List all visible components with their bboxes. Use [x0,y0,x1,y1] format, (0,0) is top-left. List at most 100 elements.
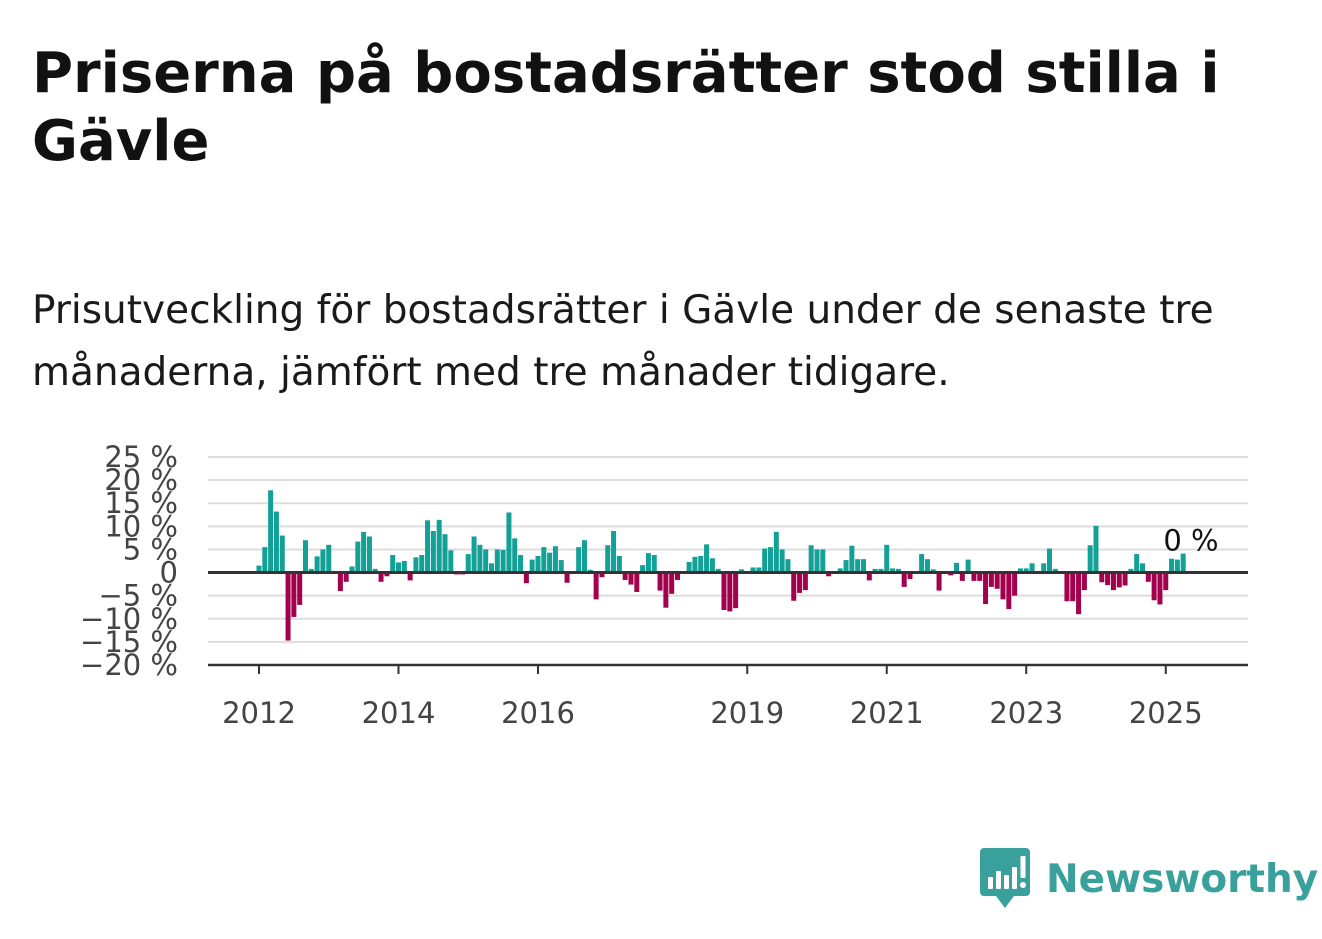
bar [1081,572,1087,591]
bar [704,544,710,573]
bar [738,569,744,573]
newsworthy-logo-icon [980,848,1030,908]
bar [541,547,547,573]
bar [762,548,768,573]
bar [1122,572,1128,586]
bar [1128,568,1134,573]
bar [727,572,733,612]
bar [552,546,558,573]
bar [674,572,680,580]
bar [1134,554,1140,573]
bar [297,572,303,605]
bar [372,568,378,573]
bar [512,538,518,573]
brand-name: Newsworthy [1046,856,1319,902]
bar [971,572,977,581]
y-tick-label: 10 % [104,509,178,543]
bar [773,531,779,573]
bar [895,568,901,573]
chart-title: Priserna på bostadsrätter stod stilla i … [32,41,1220,174]
y-tick-label: −10 % [80,602,178,636]
bar [1151,572,1157,601]
bar [785,559,791,573]
bar [384,572,390,577]
axes [208,571,1248,674]
bar [872,568,878,573]
bar [285,572,291,641]
bar [1174,559,1180,573]
bar [878,568,884,573]
bar [837,568,843,573]
bar [483,549,489,573]
bar [425,520,431,573]
bar [686,561,692,573]
bar [779,549,785,573]
bar [343,572,349,582]
bar [936,572,942,591]
bar [326,544,332,573]
bar [849,545,855,573]
bar [256,565,262,573]
bar [401,561,407,573]
x-tick-label: 2023 [989,696,1063,730]
bar [308,568,314,573]
bar [645,553,651,573]
bar [709,558,715,573]
bar [919,554,925,573]
bar [518,554,524,573]
bar [1180,553,1186,573]
y-tick-label: −15 % [80,625,178,659]
bar [471,536,477,573]
bar [581,540,587,573]
bar [268,490,274,573]
y-tick-label: −5 % [98,579,178,613]
bar [488,563,494,573]
bar [924,559,930,573]
bar [1000,572,1006,600]
bar [860,559,866,573]
bar [279,535,285,573]
bar [669,572,675,594]
bar [622,572,628,580]
bar [802,572,808,591]
bar [477,544,483,573]
y-tick-label: 20 % [104,463,178,497]
bar [1076,572,1082,615]
bar [930,569,936,573]
bar [529,559,535,573]
brand-logo: Newsworthy [980,848,1318,910]
bar [1023,568,1029,573]
bar [1116,572,1122,588]
bar [715,568,721,573]
bar [965,559,971,573]
bar [634,572,640,592]
bar [576,547,582,573]
bar [320,549,326,573]
bar [994,572,1000,589]
bar [564,572,570,583]
bar [448,550,454,573]
bar [413,557,419,573]
bar [1099,572,1105,583]
bar [407,572,413,581]
bar [506,512,512,573]
bar [826,572,832,577]
bar [1070,572,1076,602]
bar [977,572,983,581]
latest-value-annotation: 0 % [1163,524,1218,558]
bar [273,511,279,573]
bar [640,565,646,573]
bar [436,519,442,573]
bar [1157,572,1163,605]
bar [535,555,541,573]
bar [558,560,564,573]
bar [378,572,384,582]
bars [256,490,1186,641]
bar [523,572,529,584]
bar [390,554,396,573]
bar [1064,572,1070,602]
x-tick-label: 2019 [710,696,784,730]
bar [494,549,500,573]
bar [843,560,849,573]
